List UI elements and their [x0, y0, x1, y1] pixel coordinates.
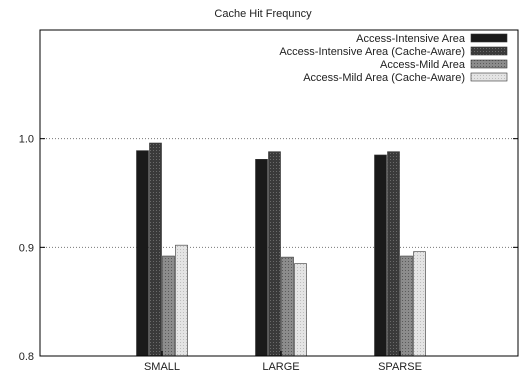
bar: [255, 159, 268, 357]
bar: [136, 150, 149, 357]
legend-swatch: [470, 59, 508, 69]
legend-label: Access-Intensive Area (Cache-Aware): [279, 46, 465, 58]
bar-series-group: [136, 142, 426, 357]
bar: [374, 154, 387, 357]
legend-label: Access-Intensive Area: [356, 33, 466, 45]
legend-label: Access-Mild Area: [380, 59, 466, 71]
y-tick-label: 1.0: [19, 134, 34, 146]
bar: [149, 142, 162, 357]
legend-swatch: [470, 72, 508, 82]
legend-swatch: [470, 33, 508, 43]
y-tick-label: 0.8: [19, 351, 34, 363]
x-axis: SMALL LARGE SPARSE: [144, 351, 422, 373]
bar: [413, 251, 426, 357]
y-tick-label: 0.9: [19, 242, 34, 254]
x-tick-label: LARGE: [262, 361, 299, 373]
chart-title: Cache Hit Frequncy: [214, 8, 312, 20]
plot-frame: [39, 29, 519, 357]
bar: [268, 151, 281, 357]
x-tick-label: SPARSE: [378, 361, 422, 373]
x-tick-label: SMALL: [144, 361, 180, 373]
y-axis: 0.8 0.9 1.0: [19, 134, 518, 363]
bar: [281, 256, 294, 357]
bar: [175, 244, 188, 357]
legend-label: Access-Mild Area (Cache-Aware): [303, 72, 465, 84]
legend-swatch: [470, 46, 508, 56]
bar: [400, 255, 413, 357]
bar: [162, 255, 175, 357]
bar: [387, 151, 400, 357]
bar: [294, 263, 307, 357]
